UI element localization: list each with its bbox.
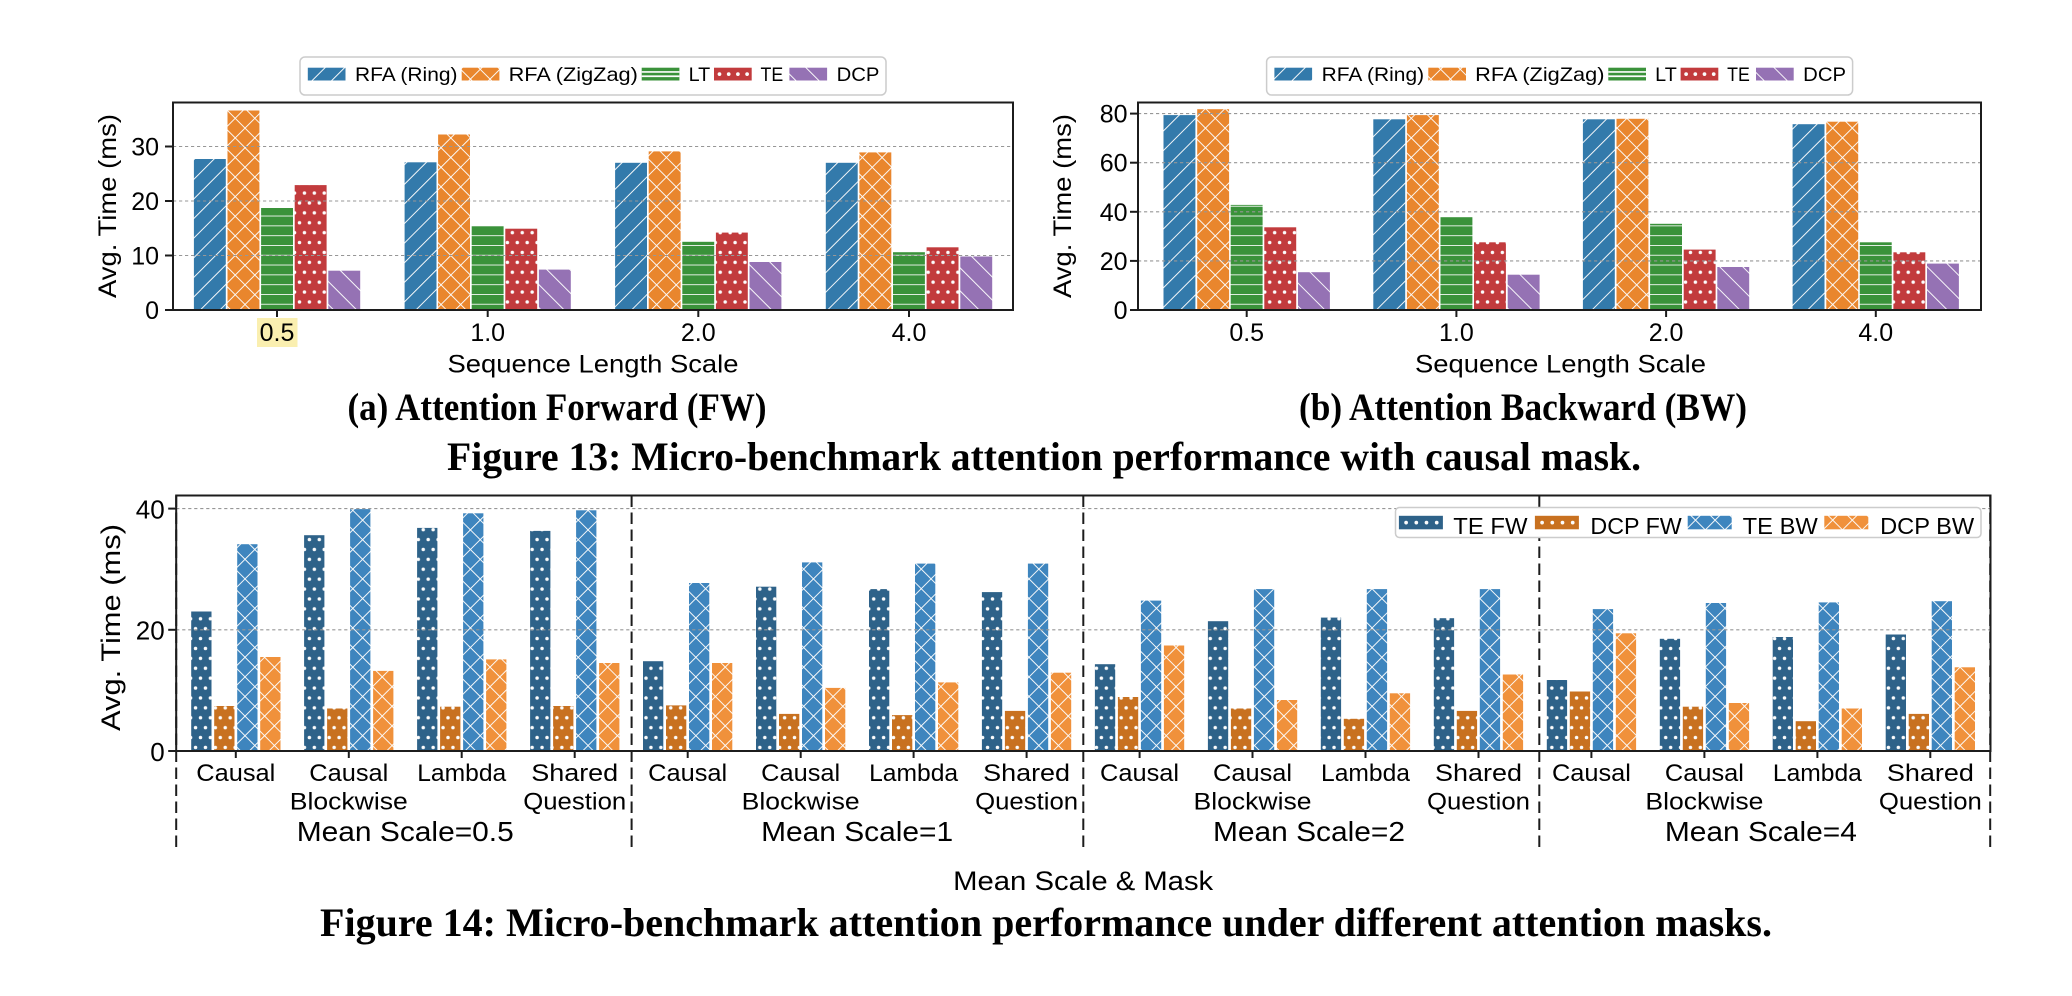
svg-text:Mean Scale=0.5: Mean Scale=0.5 xyxy=(297,816,514,847)
svg-text:TE FW: TE FW xyxy=(1453,513,1528,539)
svg-text:TE: TE xyxy=(761,64,784,86)
svg-text:Avg. Time (ms): Avg. Time (ms) xyxy=(96,524,126,731)
svg-text:Causal: Causal xyxy=(1100,760,1179,787)
svg-text:TE BW: TE BW xyxy=(1743,513,1819,539)
svg-text:80: 80 xyxy=(1100,101,1128,129)
svg-text:Lambda: Lambda xyxy=(869,760,958,787)
svg-text:Mean Scale=4: Mean Scale=4 xyxy=(1665,816,1857,847)
svg-text:DCP: DCP xyxy=(1803,64,1846,86)
svg-text:Question: Question xyxy=(523,789,626,816)
svg-text:Causal: Causal xyxy=(648,760,727,787)
svg-text:Question: Question xyxy=(975,789,1078,816)
svg-text:Shared: Shared xyxy=(983,760,1070,787)
svg-text:2.0: 2.0 xyxy=(1649,319,1684,347)
svg-text:RFA (Ring): RFA (Ring) xyxy=(1322,64,1425,86)
svg-text:4.0: 4.0 xyxy=(1858,319,1893,347)
svg-text:20: 20 xyxy=(136,616,165,646)
svg-text:1.0: 1.0 xyxy=(1439,319,1474,347)
svg-text:Causal: Causal xyxy=(761,760,840,787)
svg-text:Blockwise: Blockwise xyxy=(742,789,860,816)
svg-text:Blockwise: Blockwise xyxy=(290,789,408,816)
svg-text:Causal: Causal xyxy=(1665,760,1744,787)
svg-text:0.5: 0.5 xyxy=(260,319,295,347)
svg-text:TE: TE xyxy=(1727,64,1750,86)
svg-text:Question: Question xyxy=(1427,789,1530,816)
svg-text:RFA (ZigZag): RFA (ZigZag) xyxy=(1475,64,1604,86)
svg-text:Causal: Causal xyxy=(1213,760,1292,787)
svg-text:60: 60 xyxy=(1100,150,1128,178)
svg-text:Shared: Shared xyxy=(1887,760,1974,787)
svg-text:Question: Question xyxy=(1879,789,1982,816)
svg-text:Causal: Causal xyxy=(1552,760,1631,787)
svg-text:LT: LT xyxy=(689,64,711,86)
svg-text:40: 40 xyxy=(1100,199,1128,227)
svg-text:Sequence Length Scale: Sequence Length Scale xyxy=(1415,351,1706,379)
svg-text:Avg. Time (ms): Avg. Time (ms) xyxy=(1049,114,1077,298)
svg-text:Blockwise: Blockwise xyxy=(1645,789,1763,816)
svg-text:Lambda: Lambda xyxy=(1321,760,1410,787)
svg-text:Causal: Causal xyxy=(309,760,388,787)
svg-text:30: 30 xyxy=(131,134,159,162)
svg-text:4.0: 4.0 xyxy=(892,319,927,347)
svg-text:Lambda: Lambda xyxy=(1773,760,1862,787)
svg-text:0: 0 xyxy=(145,297,159,325)
svg-text:Mean Scale=2: Mean Scale=2 xyxy=(1213,816,1405,847)
svg-text:Shared: Shared xyxy=(531,760,618,787)
svg-text:Mean Scale=1: Mean Scale=1 xyxy=(761,816,953,847)
svg-text:LT: LT xyxy=(1655,64,1677,86)
svg-text:Figure 13: Micro-benchmark att: Figure 13: Micro-benchmark attention per… xyxy=(447,434,1641,479)
svg-text:Causal: Causal xyxy=(196,760,275,787)
svg-text:RFA (ZigZag): RFA (ZigZag) xyxy=(509,64,638,86)
svg-text:Avg. Time (ms): Avg. Time (ms) xyxy=(94,114,122,298)
svg-text:10: 10 xyxy=(131,243,159,271)
svg-text:20: 20 xyxy=(131,188,159,216)
svg-text:0: 0 xyxy=(1114,297,1128,325)
svg-text:Blockwise: Blockwise xyxy=(1194,789,1312,816)
svg-text:20: 20 xyxy=(1100,248,1128,276)
svg-text:0.5: 0.5 xyxy=(1229,319,1264,347)
svg-text:DCP BW: DCP BW xyxy=(1880,513,1975,539)
svg-text:RFA (Ring): RFA (Ring) xyxy=(355,64,458,86)
svg-text:DCP: DCP xyxy=(837,64,880,86)
svg-text:1.0: 1.0 xyxy=(470,319,505,347)
svg-text:(b) Attention Backward (BW): (b) Attention Backward (BW) xyxy=(1299,386,1747,429)
svg-text:Sequence Length Scale: Sequence Length Scale xyxy=(448,351,739,379)
svg-text:Lambda: Lambda xyxy=(417,760,506,787)
svg-text:2.0: 2.0 xyxy=(681,319,716,347)
svg-text:Shared: Shared xyxy=(1435,760,1522,787)
svg-text:DCP FW: DCP FW xyxy=(1590,513,1682,539)
svg-text:Mean Scale & Mask: Mean Scale & Mask xyxy=(953,866,1214,896)
svg-text:Figure 14: Micro-benchmark att: Figure 14: Micro-benchmark attention per… xyxy=(320,900,1772,945)
svg-text:40: 40 xyxy=(136,494,165,524)
svg-text:0: 0 xyxy=(150,737,164,767)
svg-text:(a) Attention Forward (FW): (a) Attention Forward (FW) xyxy=(348,386,767,429)
